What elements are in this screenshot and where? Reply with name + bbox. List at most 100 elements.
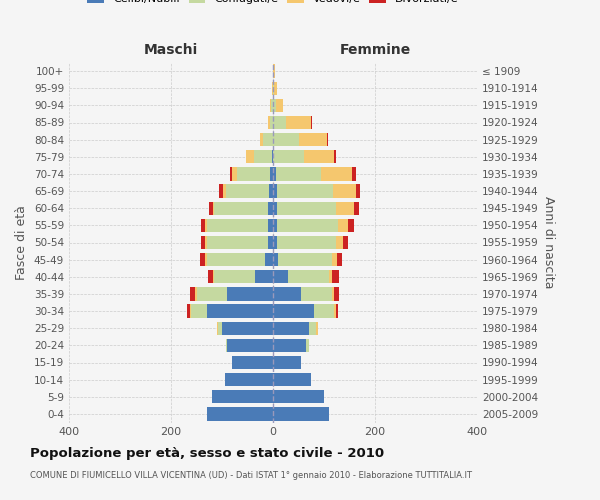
Bar: [322, 167, 352, 180]
Bar: [273, 270, 289, 283]
Bar: [232, 167, 238, 180]
Bar: [273, 150, 304, 164]
Bar: [190, 304, 191, 318]
Bar: [268, 202, 273, 215]
Bar: [273, 322, 309, 335]
Bar: [214, 270, 255, 283]
Bar: [227, 338, 273, 352]
Bar: [212, 390, 273, 404]
Bar: [309, 322, 316, 335]
Bar: [332, 253, 337, 266]
Bar: [260, 133, 263, 146]
Bar: [332, 287, 334, 300]
Bar: [205, 236, 206, 249]
Bar: [273, 338, 306, 352]
Bar: [349, 218, 353, 232]
Bar: [273, 82, 274, 95]
Bar: [201, 236, 205, 249]
Bar: [206, 407, 273, 420]
Bar: [277, 236, 336, 249]
Bar: [273, 407, 329, 420]
Bar: [334, 150, 336, 164]
Bar: [254, 150, 272, 164]
Bar: [343, 236, 349, 249]
Bar: [314, 304, 334, 318]
Bar: [275, 167, 322, 180]
Bar: [273, 64, 275, 78]
Bar: [195, 287, 197, 300]
Bar: [301, 287, 332, 300]
Text: Popolazione per età, sesso e stato civile - 2010: Popolazione per età, sesso e stato civil…: [30, 448, 384, 460]
Bar: [306, 338, 309, 352]
Bar: [205, 253, 206, 266]
Bar: [277, 202, 336, 215]
Bar: [304, 150, 334, 164]
Bar: [226, 338, 227, 352]
Bar: [299, 133, 326, 146]
Bar: [206, 236, 268, 249]
Bar: [277, 218, 338, 232]
Bar: [273, 236, 277, 249]
Bar: [311, 116, 312, 129]
Bar: [273, 356, 301, 369]
Bar: [337, 253, 342, 266]
Bar: [273, 304, 314, 318]
Bar: [218, 322, 222, 335]
Bar: [265, 253, 273, 266]
Bar: [209, 202, 213, 215]
Bar: [201, 218, 205, 232]
Bar: [273, 116, 286, 129]
Legend: Celibi/Nubili, Coniugati/e, Vedovi/e, Divorziati/e: Celibi/Nubili, Coniugati/e, Vedovi/e, Di…: [83, 0, 463, 8]
Bar: [273, 202, 277, 215]
Bar: [333, 184, 356, 198]
Bar: [273, 133, 299, 146]
Bar: [278, 253, 332, 266]
Bar: [338, 218, 349, 232]
Bar: [205, 218, 206, 232]
Y-axis label: Anni di nascita: Anni di nascita: [542, 196, 555, 289]
Bar: [352, 167, 356, 180]
Bar: [213, 270, 214, 283]
Bar: [334, 304, 336, 318]
Bar: [232, 356, 273, 369]
Bar: [271, 167, 273, 180]
Bar: [230, 167, 232, 180]
Bar: [356, 184, 360, 198]
Bar: [255, 270, 273, 283]
Bar: [273, 287, 301, 300]
Bar: [273, 253, 278, 266]
Bar: [206, 304, 273, 318]
Y-axis label: Fasce di età: Fasce di età: [16, 205, 28, 280]
Bar: [277, 184, 333, 198]
Bar: [275, 98, 283, 112]
Bar: [289, 270, 329, 283]
Bar: [268, 116, 271, 129]
Bar: [200, 253, 205, 266]
Bar: [247, 150, 254, 164]
Bar: [273, 98, 275, 112]
Text: Maschi: Maschi: [144, 44, 198, 58]
Bar: [219, 184, 223, 198]
Bar: [213, 202, 214, 215]
Text: Femmine: Femmine: [340, 44, 410, 58]
Bar: [329, 270, 332, 283]
Bar: [326, 133, 328, 146]
Bar: [224, 373, 273, 386]
Bar: [272, 150, 273, 164]
Bar: [271, 98, 273, 112]
Bar: [238, 167, 271, 180]
Bar: [206, 218, 268, 232]
Bar: [336, 202, 353, 215]
Text: COMUNE DI FIUMICELLO VILLA VICENTINA (UD) - Dati ISTAT 1° gennaio 2010 - Elabora: COMUNE DI FIUMICELLO VILLA VICENTINA (UD…: [30, 471, 472, 480]
Bar: [273, 373, 311, 386]
Bar: [222, 322, 273, 335]
Bar: [263, 133, 273, 146]
Bar: [223, 184, 226, 198]
Bar: [226, 184, 269, 198]
Bar: [316, 322, 318, 335]
Bar: [273, 167, 275, 180]
Bar: [271, 116, 273, 129]
Bar: [273, 218, 277, 232]
Bar: [268, 218, 273, 232]
Bar: [217, 322, 218, 335]
